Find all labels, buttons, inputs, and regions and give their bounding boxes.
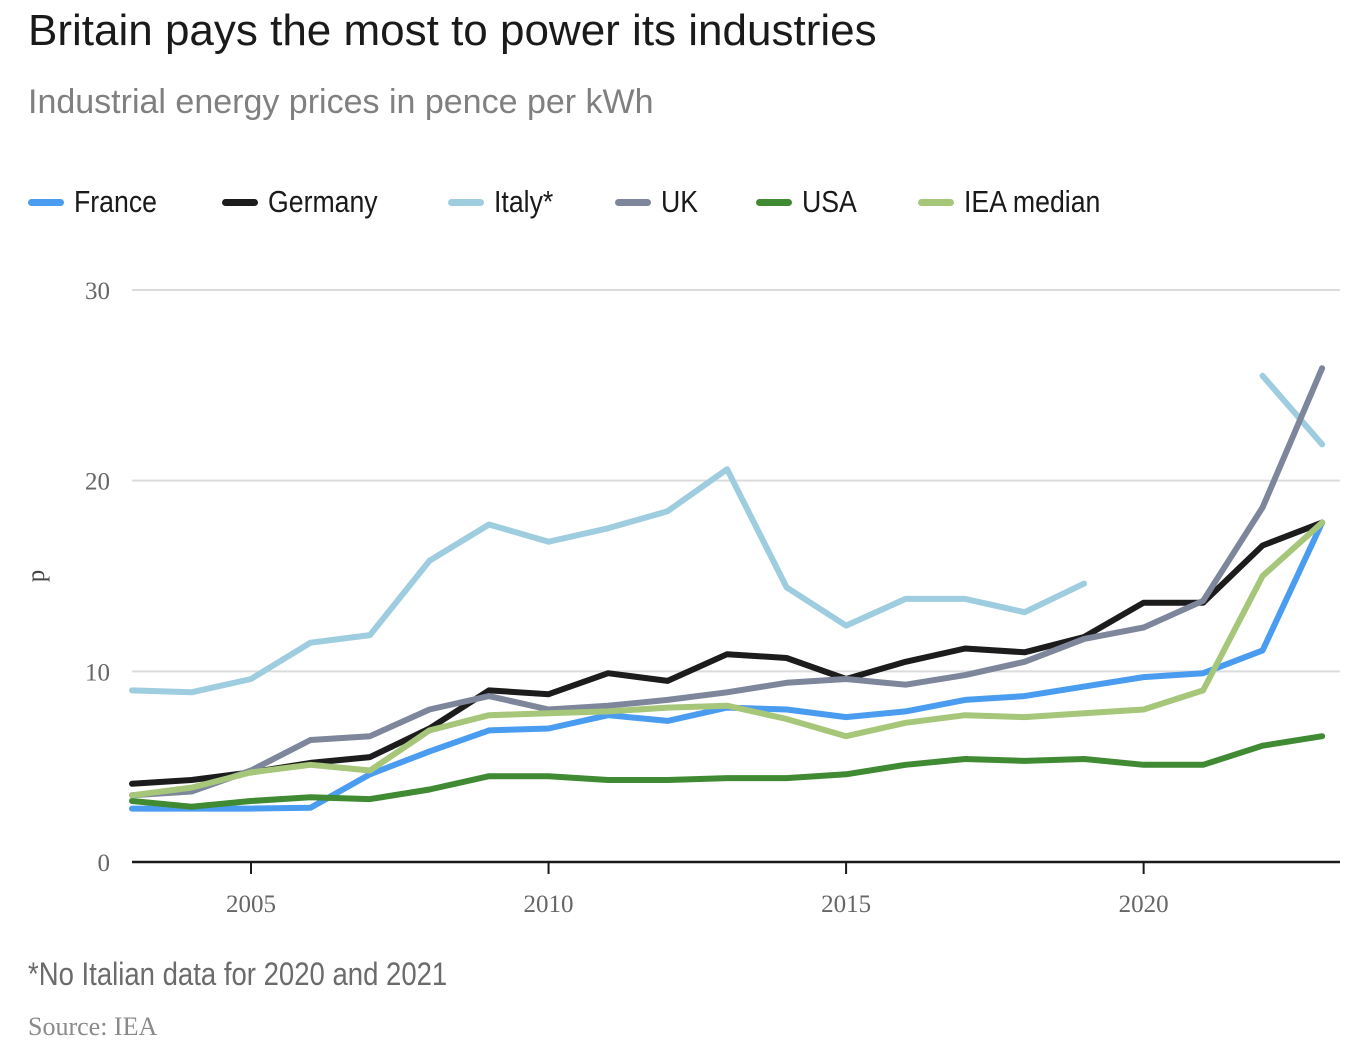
source-note: Source: IEA	[28, 1012, 158, 1041]
series-line-usa	[129, 733, 1326, 810]
chart-title: Britain pays the most to power its indus…	[28, 6, 877, 55]
y-axis-title: p	[23, 570, 50, 583]
legend-label-iea-median: IEA median	[963, 184, 1101, 219]
legend-swatch-uk	[614, 198, 651, 206]
y-tick-label-10: 10	[85, 659, 110, 686]
footnote: *No Italian data for 2020 and 2021	[28, 956, 448, 992]
legend-item-iea-median: IEA median	[917, 184, 1123, 220]
tick-labels: 0 10 20 30 2005 2010 2015 2020 p	[23, 278, 1169, 918]
y-tick-label-30: 30	[85, 278, 110, 305]
legend-swatch-germany	[222, 198, 259, 206]
series-line-uk	[129, 365, 1326, 799]
x-tick-label-2005: 2005	[226, 891, 276, 918]
y-tick-label-0: 0	[98, 850, 111, 877]
legend-item-france: France	[28, 184, 170, 220]
legend-swatch-italy	[447, 198, 484, 206]
legend-item-germany: Germany	[222, 184, 395, 220]
chart-legend: France Germany Italy* UK USA IEA median	[28, 180, 1174, 224]
axes	[132, 860, 1340, 874]
series-line-germany	[129, 519, 1326, 787]
x-tick-label-2015: 2015	[821, 891, 871, 918]
legend-swatch-usa	[755, 198, 792, 206]
legend-label-usa: USA	[801, 184, 857, 219]
legend-label-france: France	[74, 184, 157, 219]
legend-item-usa: USA	[755, 184, 866, 220]
series-line-italy	[129, 372, 1326, 696]
chart-subtitle: Industrial energy prices in pence per kW…	[28, 83, 654, 121]
y-tick-label-20: 20	[85, 469, 110, 496]
series-lines	[129, 365, 1326, 812]
series-line-iea-median	[129, 519, 1326, 799]
x-tick-label-2020: 2020	[1119, 891, 1169, 918]
legend-swatch-iea-median	[917, 198, 954, 206]
legend-item-uk: UK	[614, 184, 704, 220]
legend-label-italy: Italy*	[493, 184, 554, 219]
legend-label-germany: Germany	[268, 184, 379, 219]
legend-label-uk: UK	[660, 184, 698, 219]
legend-swatch-france	[28, 198, 64, 206]
x-tick-label-2010: 2010	[524, 891, 574, 918]
legend-item-italy: Italy*	[447, 184, 563, 220]
